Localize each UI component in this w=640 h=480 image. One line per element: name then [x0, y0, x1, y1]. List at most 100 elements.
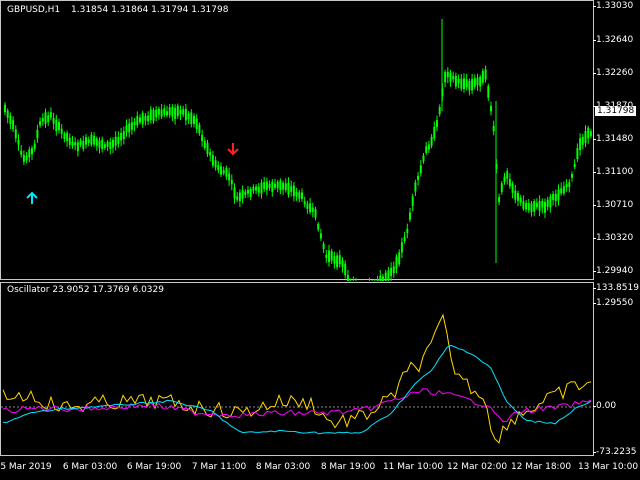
candle-body [271, 181, 274, 192]
candle-body [228, 173, 231, 181]
candle-body [66, 132, 69, 142]
candle-body [220, 166, 222, 175]
candle-body [201, 134, 204, 142]
candle-body [400, 242, 403, 253]
oscillator-panel[interactable]: Oscillator 23.9052 17.3769 6.0329 [0, 282, 595, 456]
time-label: 11 Mar 10:00 [382, 462, 444, 472]
candle-body [568, 182, 571, 187]
candle-body [390, 267, 393, 276]
candle-body [438, 107, 441, 114]
candle-body [449, 72, 452, 82]
candle-body [311, 207, 314, 212]
candle-body [109, 141, 112, 149]
candle-body [274, 183, 276, 188]
candle-body [125, 125, 128, 133]
candle-body [330, 251, 333, 261]
candle-body [554, 193, 557, 202]
candle-body [557, 189, 560, 201]
candle-body [147, 115, 150, 122]
candle-body [98, 140, 101, 148]
candle-body [20, 150, 23, 155]
time-label: 12 Mar 18:00 [510, 462, 572, 472]
candle-body [195, 118, 198, 129]
candle-body [260, 182, 263, 194]
candle-body [71, 141, 74, 146]
candle-body [317, 223, 320, 230]
candle-body [454, 75, 457, 87]
symbol-label: GBPUSD,H1 [7, 5, 61, 15]
candle-body [49, 112, 52, 118]
candle-body [379, 275, 382, 281]
candle-body [328, 250, 330, 262]
osc-tick: 0.00 [592, 401, 617, 411]
candle-body [322, 243, 325, 249]
candle-body [525, 202, 528, 210]
price-chart-panel[interactable]: GBPUSD,H1 1.31854 1.31864 1.31794 1.3179… [0, 0, 594, 281]
candle-body [41, 118, 44, 122]
candle-body [500, 183, 503, 192]
osc-tick: -73.2235 [592, 447, 637, 457]
candle-body [101, 139, 104, 150]
candle-body [249, 189, 252, 197]
candle-body [179, 109, 182, 115]
candle-body [39, 121, 42, 126]
candle-body [292, 185, 295, 197]
candle-body [535, 202, 538, 208]
time-label: 8 Mar 03:00 [255, 462, 311, 472]
candle-body [76, 142, 79, 152]
candle-body [511, 183, 514, 193]
candle-body [576, 148, 579, 160]
candle-body [55, 119, 58, 132]
candle-body [103, 144, 106, 148]
candle-body [492, 125, 495, 132]
candle-body [384, 272, 387, 281]
candle-body [114, 136, 117, 146]
candle-body [560, 188, 563, 194]
candle-body [425, 146, 428, 153]
candle-body [325, 254, 328, 258]
candle-body [117, 136, 120, 145]
candle-body [406, 228, 409, 233]
candle-body [417, 175, 420, 180]
candle-body [433, 126, 436, 139]
candle-body [157, 108, 160, 115]
candle-body [209, 152, 212, 156]
candle-body [398, 252, 401, 265]
candle-body [247, 189, 249, 194]
candle-body [12, 120, 15, 130]
candle-body [28, 149, 31, 158]
oscillator-line-2 [3, 388, 592, 423]
candle-body [446, 71, 449, 78]
candle-body [33, 143, 36, 149]
candle-body [562, 186, 565, 194]
candle-body [303, 201, 306, 205]
candle-body [587, 127, 590, 139]
candle-body [411, 196, 414, 206]
candle-body [546, 199, 549, 207]
candle-body [392, 266, 395, 273]
candle-body [295, 191, 298, 197]
candle-body [427, 144, 430, 150]
candle-body [136, 116, 139, 126]
candle-body [60, 128, 63, 134]
price-chart-svg [4, 19, 592, 281]
candle-body [203, 140, 206, 148]
candle-body [184, 109, 187, 121]
time-label: 5 Mar 2019 [0, 462, 52, 472]
current-price-marker: 1.31798 [595, 106, 637, 116]
candle-body [193, 115, 195, 124]
candle-body [589, 131, 592, 137]
candle-body [63, 133, 66, 139]
candle-body [422, 155, 425, 162]
oscillator-line-3 [3, 344, 592, 435]
candle-body [95, 138, 98, 146]
candle-body [522, 201, 525, 209]
candle-body [490, 105, 492, 112]
candle-body [457, 78, 460, 84]
osc-tick: 133.8519 [593, 283, 639, 293]
candle-body [133, 121, 136, 126]
ohlc-label: 1.31854 1.31864 1.31794 1.31798 [71, 5, 229, 15]
candle-body [25, 155, 28, 161]
time-label: 8 Mar 19:00 [320, 462, 376, 472]
candle-body [573, 164, 576, 168]
